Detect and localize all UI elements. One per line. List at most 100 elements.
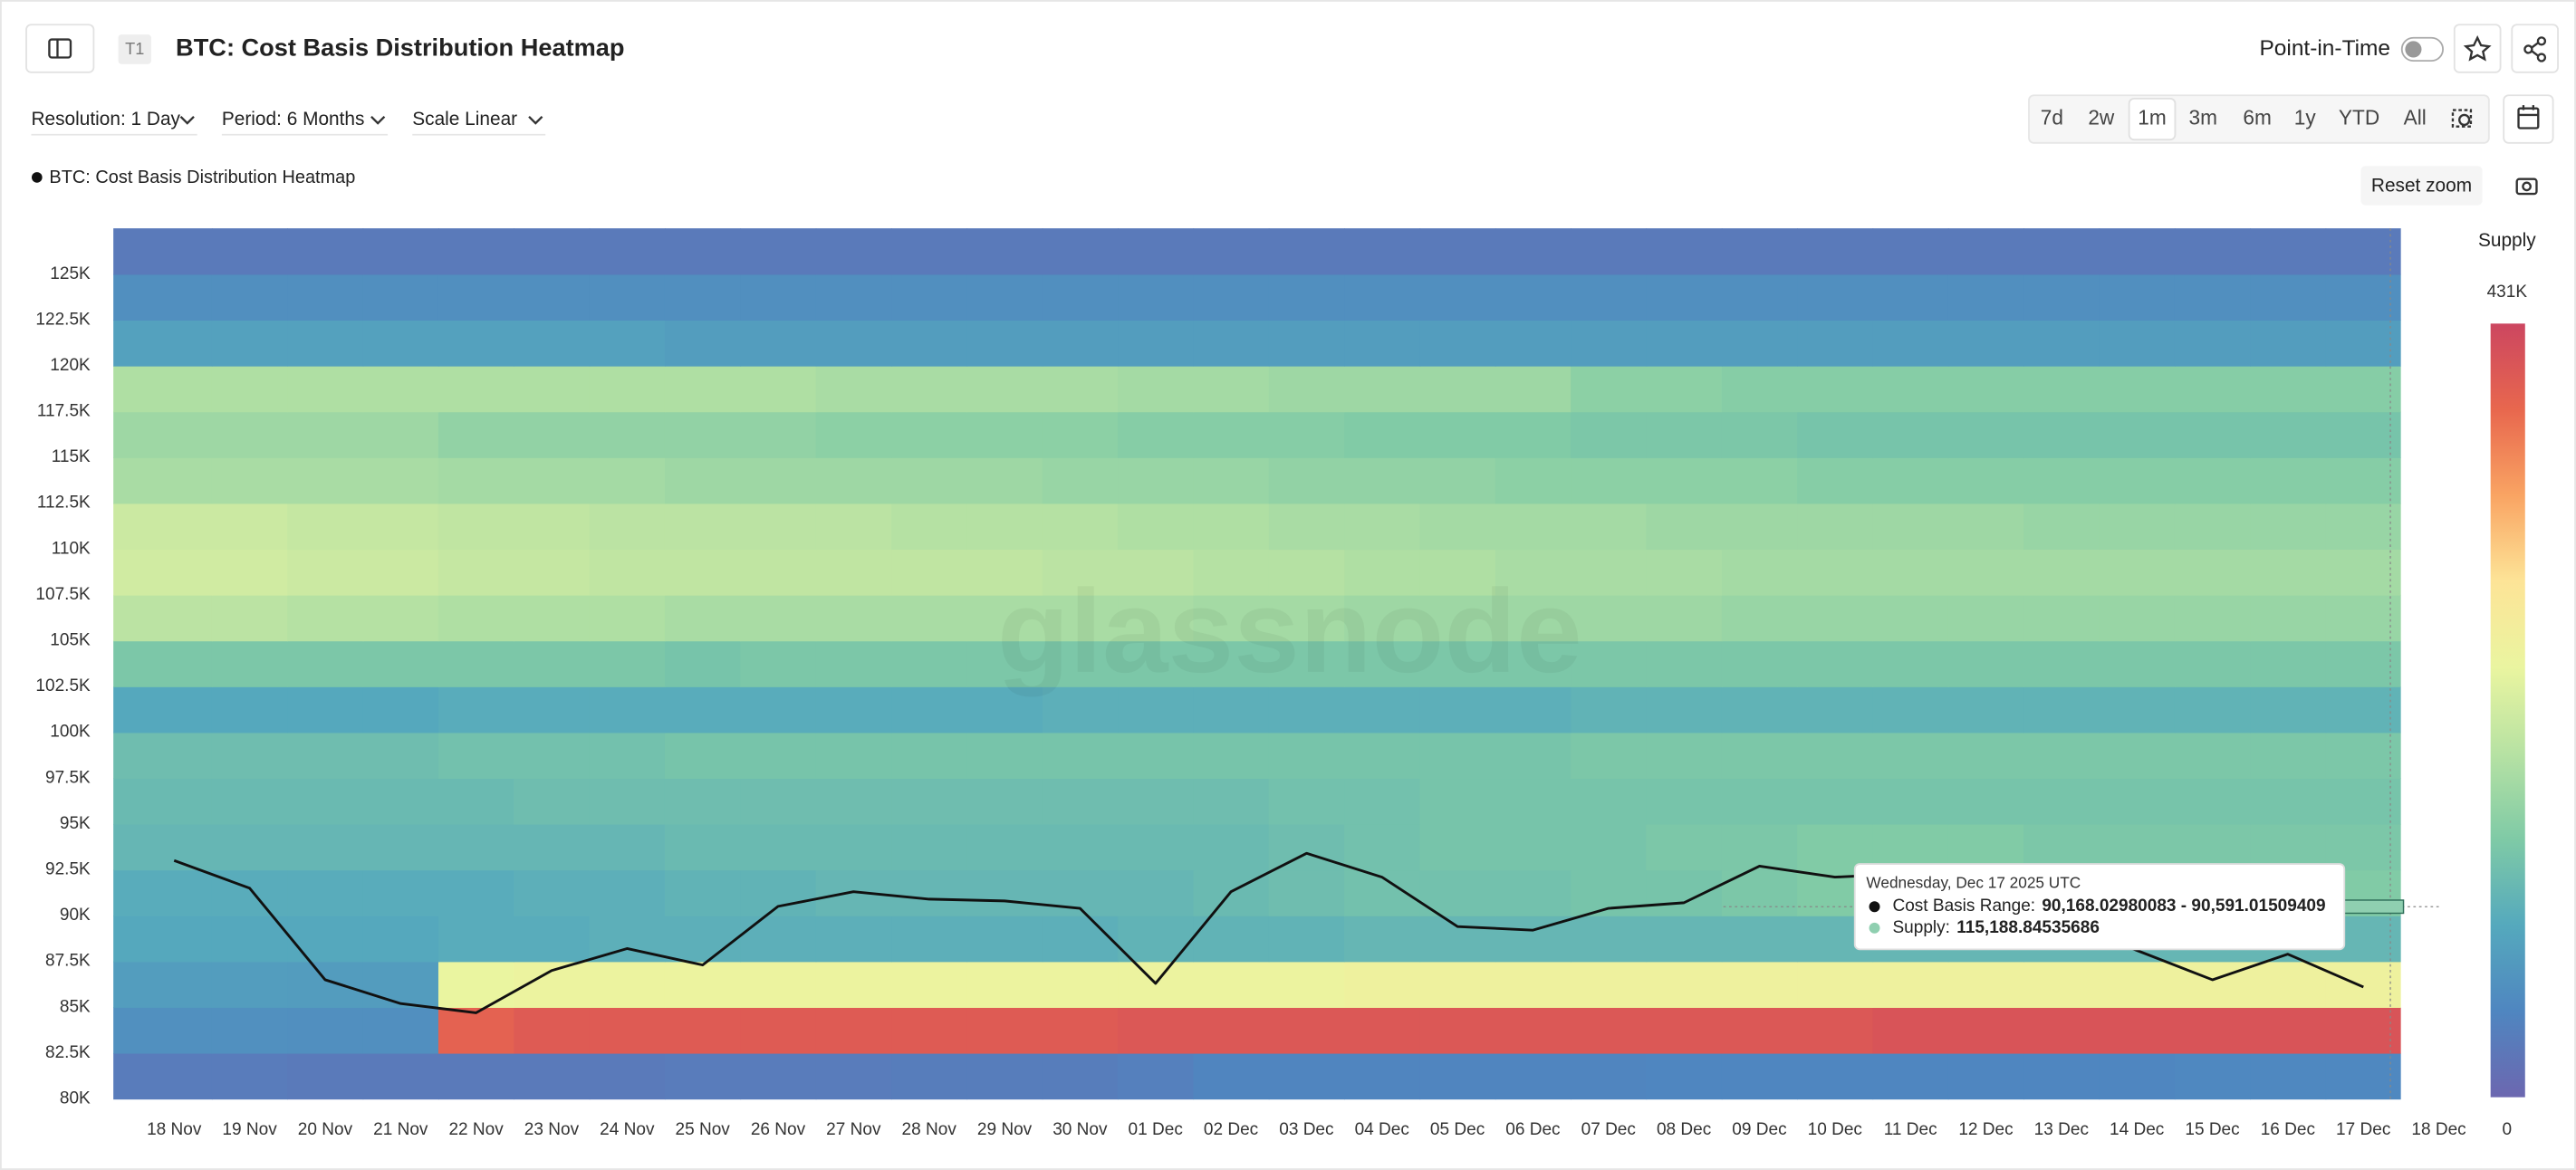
heatmap-cell [1042, 1007, 1119, 1054]
heatmap-cell [1344, 732, 1421, 780]
heatmap-cell [891, 594, 968, 642]
heatmap-cell [2325, 778, 2401, 825]
heatmap-cell [1118, 640, 1195, 687]
heatmap-cell [287, 823, 364, 871]
x-tick-label: 21 Nov [373, 1120, 428, 1139]
heatmap-cell [664, 457, 742, 504]
heatmap-cell [1495, 823, 1572, 871]
heatmap-cell [1268, 457, 1345, 504]
heatmap-cell [1344, 1052, 1421, 1100]
heatmap-cell [1495, 503, 1572, 551]
calendar-button[interactable] [2503, 94, 2554, 144]
range-button[interactable]: 6m [2243, 106, 2271, 129]
period-select[interactable]: Period: 6 Months [222, 109, 365, 129]
heatmap-cell [1344, 640, 1421, 687]
heatmap-cell [2099, 686, 2176, 734]
range-button[interactable]: 7d [2041, 106, 2063, 129]
heatmap-cell [1042, 594, 1119, 642]
heatmap-cell [1872, 320, 1949, 367]
heatmap-cell [1495, 365, 1572, 413]
heatmap-cell [211, 365, 289, 413]
range-button[interactable]: YTD [2339, 106, 2379, 129]
heatmap-cell [1721, 1007, 1798, 1054]
heatmap-cell [1721, 869, 1798, 916]
heatmap-cell [740, 640, 817, 687]
range-button[interactable]: 2w [2088, 106, 2115, 129]
heatmap-cell [1118, 823, 1195, 871]
heatmap-cell [1571, 457, 1648, 504]
heatmap-cell [113, 503, 213, 551]
heatmap-cell [113, 686, 213, 734]
share-button[interactable] [2511, 24, 2559, 73]
scale-select[interactable]: Scale Linear [412, 109, 517, 129]
x-tick-label: 23 Nov [524, 1120, 580, 1139]
heatmap-cell [1344, 778, 1421, 825]
heatmap-cell [2023, 411, 2100, 458]
heatmap-cell [589, 823, 666, 871]
heatmap-cell [287, 457, 364, 504]
sidebar-toggle[interactable] [25, 24, 95, 73]
heatmap-cell [1118, 869, 1195, 916]
legend-dot [32, 172, 43, 183]
heatmap-cell [287, 365, 364, 413]
heatmap-cell [211, 457, 289, 504]
legend-label[interactable]: BTC: Cost Basis Distribution Heatmap [49, 168, 355, 187]
heatmap-cell [2250, 549, 2327, 596]
heatmap-cell [1118, 549, 1195, 596]
heatmap-cell [1571, 365, 1648, 413]
heatmap-cell [1344, 411, 1421, 458]
heatmap-cell [1344, 1007, 1421, 1054]
range-button[interactable]: 1y [2294, 106, 2317, 129]
heatmap-cell [1721, 823, 1798, 871]
heatmap-cell [815, 823, 892, 871]
tooltip-supply-label: Supply: [1892, 918, 1949, 937]
heatmap-cell [966, 411, 1043, 458]
heatmap-cell [2174, 1052, 2251, 1100]
heatmap-cell [1646, 457, 1723, 504]
heatmap-cell [1646, 503, 1723, 551]
heatmap-cell [1571, 778, 1648, 825]
heatmap-cell [891, 273, 968, 321]
x-tick-label: 18 Nov [147, 1120, 202, 1139]
heatmap-cell [1495, 549, 1572, 596]
heatmap-cell [1872, 549, 1949, 596]
sidebar-icon [48, 38, 72, 59]
heatmap-cell [589, 457, 666, 504]
heatmap-cell [1193, 320, 1270, 367]
favorite-button[interactable] [2453, 24, 2502, 73]
heatmap-cell [1118, 778, 1195, 825]
heatmap-cell [514, 686, 591, 734]
heatmap-cell [664, 411, 742, 458]
heatmap-cell [113, 228, 213, 275]
y-tick-label: 85K [60, 997, 91, 1016]
heatmap-cell [1193, 778, 1270, 825]
range-button[interactable]: 3m [2189, 106, 2217, 129]
heatmap-cell [966, 503, 1043, 551]
heatmap-cell [1419, 640, 1496, 687]
heatmap-cell [1721, 686, 1798, 734]
x-tick-label: 11 Dec [1884, 1120, 1937, 1139]
reset-zoom-button[interactable] [2360, 166, 2483, 206]
camera-icon[interactable] [2515, 177, 2538, 196]
heatmap-cell [2099, 549, 2176, 596]
heatmap-cell [1571, 686, 1648, 734]
colorbar-tick-label: 0 [2503, 1120, 2513, 1139]
heatmap-cell [2023, 549, 2100, 596]
heatmap-cell [1344, 320, 1421, 367]
tooltip-supply: Supply: 115,188.84535686 [1892, 918, 2099, 937]
resolution-select[interactable]: Resolution: 1 Day [31, 109, 180, 129]
heatmap-cell [1797, 778, 1874, 825]
heatmap-cell [2325, 1052, 2401, 1100]
heatmap-cell [437, 823, 515, 871]
heatmap-cell [2099, 365, 2176, 413]
range-button[interactable]: All [2404, 106, 2427, 129]
range-button[interactable]: 1m [2138, 106, 2166, 129]
heatmap-cell [287, 411, 364, 458]
heatmap-cell [1118, 320, 1195, 367]
x-tick-label: 17 Dec [2336, 1120, 2391, 1139]
heatmap-cell [2174, 640, 2251, 687]
heatmap-cell [1118, 1052, 1195, 1100]
heatmap-cell [362, 1052, 439, 1100]
heatmap-cell [1193, 457, 1270, 504]
